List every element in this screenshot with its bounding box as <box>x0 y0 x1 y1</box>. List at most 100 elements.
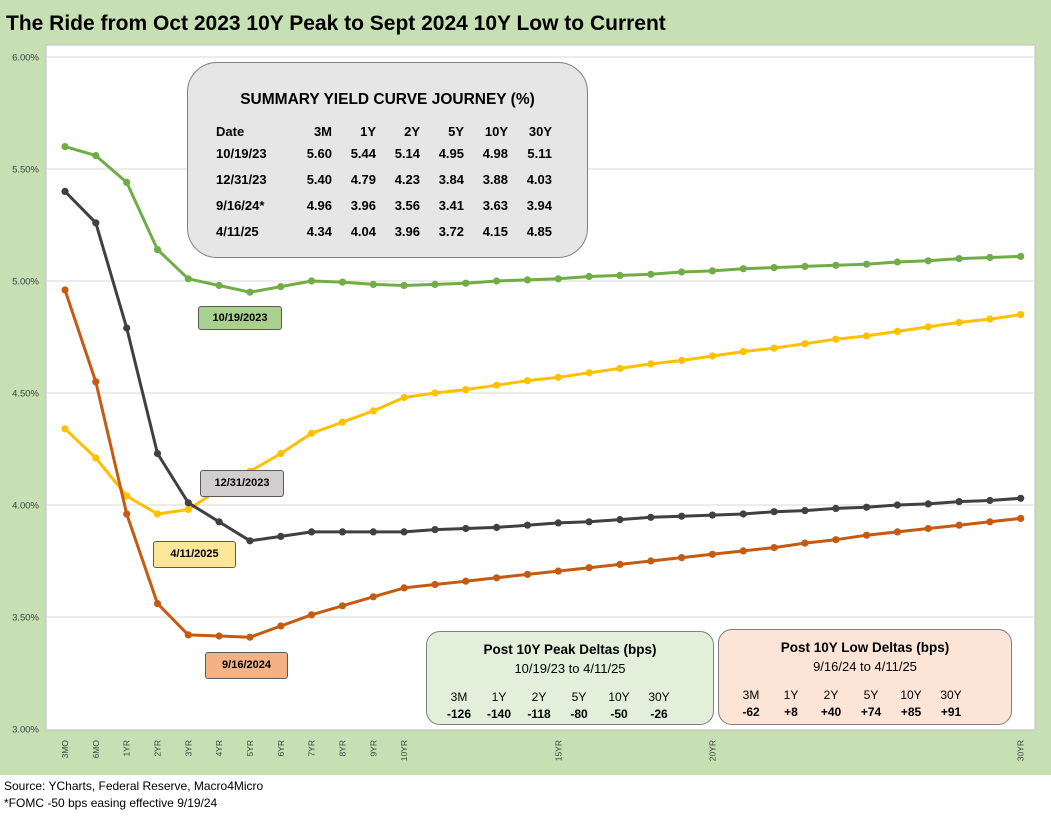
data-point <box>801 262 809 270</box>
data-point <box>647 270 655 278</box>
data-point <box>308 611 316 619</box>
x-tick-label: 1YR <box>122 740 132 757</box>
data-point <box>400 528 408 536</box>
data-point <box>61 143 69 151</box>
y-tick-label: 6.00% <box>12 53 39 64</box>
data-point <box>523 276 532 284</box>
series-label-9-16-2024: 9/16/2024 <box>205 652 288 679</box>
x-tick-label: 3MO <box>60 740 70 759</box>
table-cell: 3.96 <box>394 223 420 239</box>
data-point <box>215 632 223 640</box>
x-tick-label: 8YR <box>337 740 347 757</box>
table-cell: -50 <box>610 707 628 721</box>
data-point <box>924 524 932 533</box>
data-point <box>123 324 131 332</box>
table-cell: 3.96 <box>350 197 376 213</box>
table-cell: -80 <box>570 707 588 721</box>
data-point <box>832 536 840 544</box>
summary-col-5y: 5Y <box>448 124 464 139</box>
table-header-cell: 10Y <box>608 690 630 704</box>
peak-deltas-subtitle: 10/19/23 to 4/11/25 <box>514 661 626 676</box>
table-cell: 3.41 <box>438 197 464 213</box>
x-tick-label: 7YR <box>307 740 317 757</box>
data-point <box>678 554 686 562</box>
data-point <box>61 425 69 433</box>
data-point <box>493 381 501 389</box>
data-point <box>893 258 902 266</box>
y-axis: 3.00% 3.50% 4.00% 4.50% 5.00% 5.50% 6.00% <box>12 53 39 736</box>
data-point <box>1017 494 1025 502</box>
data-point <box>338 602 347 610</box>
data-point <box>338 418 347 426</box>
low-deltas-subtitle: 9/16/24 to 4/11/25 <box>813 659 917 674</box>
table-cell: 3.72 <box>438 223 464 239</box>
data-point <box>801 539 809 547</box>
summary-col-2y: 2Y <box>404 124 420 139</box>
x-tick-label: 2YR <box>152 740 162 757</box>
data-point <box>92 378 100 386</box>
data-point <box>893 501 902 509</box>
table-cell: 5.14 <box>394 145 420 161</box>
data-point <box>123 178 131 186</box>
data-point <box>400 584 408 592</box>
data-point <box>431 580 439 589</box>
series-label-4-11-2025: 4/11/2025 <box>153 541 236 568</box>
data-point <box>708 511 717 519</box>
data-point <box>647 513 655 521</box>
data-point <box>493 523 501 532</box>
table-cell: 4.23 <box>394 171 420 187</box>
table-cell: 4.04 <box>350 223 376 239</box>
data-point <box>61 286 69 294</box>
data-point <box>523 570 532 579</box>
data-point <box>863 503 871 511</box>
table-cell: +85 <box>900 705 922 719</box>
series-group <box>61 143 1025 641</box>
peak-deltas-title: Post 10Y Peak Deltas (bps) <box>483 642 657 657</box>
table-header-cell: 1Y <box>491 690 507 704</box>
data-point <box>739 547 747 555</box>
x-tick-label: 20YR <box>707 740 717 761</box>
data-point <box>493 277 501 285</box>
low-deltas-header-row: 3M 1Y 2Y 5Y 10Y 30Y <box>731 687 971 703</box>
table-header-cell: 5Y <box>571 690 587 704</box>
data-point <box>739 510 747 518</box>
data-point <box>647 557 655 565</box>
data-point <box>554 567 562 575</box>
table-cell: 4.79 <box>350 171 376 187</box>
table-header-cell: 1Y <box>783 688 799 702</box>
table-row: 4/11/25 4.34 4.04 3.96 3.72 4.15 4.85 <box>216 218 552 244</box>
data-point <box>801 507 809 515</box>
x-tick-label: 5YR <box>245 740 255 757</box>
data-point <box>308 277 316 285</box>
data-point <box>924 323 932 331</box>
source-note: Source: YCharts, Federal Reserve, Macro4… <box>4 779 264 793</box>
data-point <box>184 505 192 514</box>
data-point <box>924 500 932 508</box>
data-point <box>462 279 470 287</box>
data-point <box>554 275 562 283</box>
data-point <box>92 219 100 227</box>
series-label-12-31-2023: 12/31/2023 <box>200 470 284 497</box>
peak-deltas-header-row: 3M 1Y 2Y 5Y 10Y 30Y <box>439 689 679 705</box>
data-point <box>863 260 871 268</box>
y-tick-label: 5.50% <box>12 165 39 176</box>
data-point <box>986 253 994 262</box>
table-cell: 9/16/24* <box>216 197 265 213</box>
x-tick-label: 9YR <box>368 740 378 757</box>
data-point <box>708 267 717 275</box>
data-point <box>246 537 254 545</box>
data-point <box>647 360 655 368</box>
data-point <box>616 364 624 372</box>
summary-col-30y: 30Y <box>528 124 552 139</box>
table-cell: 10/19/23 <box>216 145 267 161</box>
x-tick-label: 3YR <box>183 740 193 757</box>
data-point <box>523 521 532 529</box>
table-header-cell: 5Y <box>863 688 879 702</box>
data-point <box>215 281 223 290</box>
data-point <box>369 407 377 415</box>
table-header-cell: 10Y <box>900 688 922 702</box>
data-point <box>369 280 377 288</box>
data-point <box>431 526 439 534</box>
x-tick-label: 30YR <box>1016 740 1026 761</box>
table-row: 10/19/23 5.60 5.44 5.14 4.95 4.98 5.11 <box>216 140 552 166</box>
